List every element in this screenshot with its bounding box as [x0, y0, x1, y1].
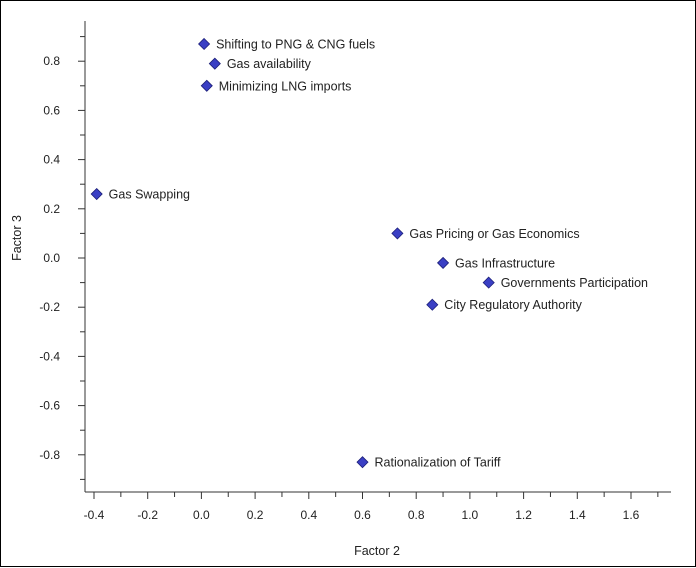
- y-tick-label: 0.8: [43, 54, 60, 68]
- y-tick-label: 0.2: [43, 202, 60, 216]
- data-point-label: City Regulatory Authority: [444, 298, 582, 312]
- y-tick-label: -0.8: [39, 448, 60, 462]
- data-point-label: Gas availability: [227, 57, 312, 71]
- x-tick-label: 1.6: [623, 508, 640, 522]
- data-point-marker: [90, 187, 103, 201]
- data-point-label: Gas Pricing or Gas Economics: [409, 227, 579, 241]
- x-axis-ticks: -0.4 -0.2 0.0 0.2 0.4 0.6 0.8 1.0 1.2 1.4 1.6: [84, 492, 659, 522]
- data-points: Shifting to PNG & CNG fuels Gas availabil…: [90, 37, 648, 470]
- data-point-marker: [198, 37, 211, 51]
- x-tick-label: 0.4: [300, 508, 317, 522]
- y-tick-label: 0.4: [43, 153, 60, 167]
- y-tick-label: 0.6: [43, 103, 60, 117]
- y-axis-ticks: -0.8 -0.6 -0.4 -0.2 0.0 0.2 0.4 0.6 0.8: [39, 36, 85, 480]
- y-tick-label: -0.2: [39, 300, 60, 314]
- data-point-label: Rationalization of Tariff: [375, 456, 502, 470]
- x-tick-label: -0.2: [137, 508, 158, 522]
- data-point-label: Gas Infrastructure: [455, 256, 555, 270]
- x-tick-label: 1.2: [515, 508, 532, 522]
- data-point-marker: [426, 298, 439, 311]
- x-tick-label: 1.0: [462, 508, 479, 522]
- data-point-marker: [391, 227, 404, 240]
- x-tick-label: 1.4: [569, 508, 586, 522]
- x-tick-label: 0.0: [193, 508, 210, 522]
- data-point-marker: [200, 79, 213, 92]
- y-axis-title: Factor 3: [10, 215, 24, 261]
- y-tick-label: -0.4: [39, 349, 60, 363]
- data-point-label: Governments Participation: [501, 276, 648, 290]
- x-tick-label: 0.6: [354, 508, 371, 522]
- data-point-marker: [208, 57, 221, 70]
- data-point-marker: [482, 276, 495, 289]
- y-tick-label: 0.0: [43, 251, 60, 265]
- x-tick-label: 0.8: [408, 508, 425, 522]
- data-point-marker: [436, 256, 450, 269]
- x-tick-label: 0.2: [247, 508, 264, 522]
- data-point-label: Shifting to PNG & CNG fuels: [216, 37, 375, 51]
- x-tick-label: -0.4: [84, 508, 105, 522]
- x-axis-title: Factor 2: [354, 544, 400, 558]
- data-point-label: Minimizing LNG imports: [219, 79, 352, 93]
- data-point-marker: [356, 456, 369, 469]
- y-tick-label: -0.6: [39, 399, 60, 413]
- data-point-label: Gas Swapping: [109, 188, 190, 202]
